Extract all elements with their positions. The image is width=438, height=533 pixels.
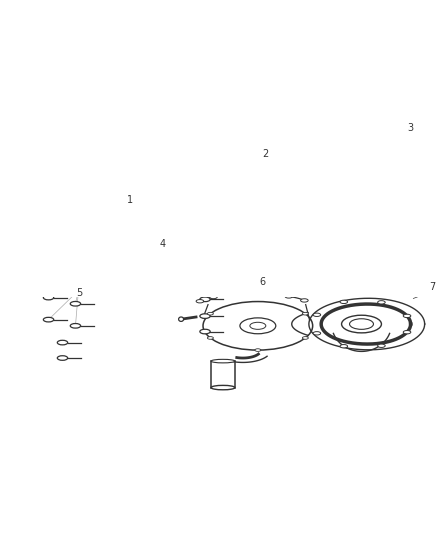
Circle shape <box>403 314 411 318</box>
Circle shape <box>200 282 210 287</box>
Circle shape <box>272 167 280 171</box>
Circle shape <box>302 337 308 340</box>
Circle shape <box>183 264 193 269</box>
Circle shape <box>43 262 54 266</box>
Circle shape <box>302 312 308 315</box>
Circle shape <box>340 300 348 304</box>
Circle shape <box>378 301 385 304</box>
Text: 5: 5 <box>77 288 83 298</box>
Circle shape <box>260 185 267 189</box>
Circle shape <box>253 151 263 156</box>
Circle shape <box>70 324 81 328</box>
Circle shape <box>293 164 300 167</box>
Circle shape <box>314 195 321 198</box>
Circle shape <box>65 158 76 163</box>
Circle shape <box>183 153 193 157</box>
Circle shape <box>180 273 190 278</box>
Circle shape <box>57 279 68 283</box>
Text: 2: 2 <box>263 149 269 159</box>
Circle shape <box>207 312 213 315</box>
Circle shape <box>125 153 135 157</box>
Circle shape <box>157 257 167 262</box>
Ellipse shape <box>211 359 235 363</box>
Circle shape <box>255 349 261 351</box>
Circle shape <box>403 330 411 334</box>
Circle shape <box>43 317 54 322</box>
Circle shape <box>97 262 108 266</box>
Circle shape <box>233 293 240 296</box>
Circle shape <box>207 161 217 166</box>
Circle shape <box>272 193 279 197</box>
Circle shape <box>285 295 293 298</box>
Circle shape <box>210 295 217 298</box>
Text: 7: 7 <box>429 282 435 292</box>
Circle shape <box>334 179 341 182</box>
Circle shape <box>85 158 95 163</box>
Circle shape <box>207 337 213 340</box>
Circle shape <box>196 300 204 303</box>
Circle shape <box>313 313 321 317</box>
Circle shape <box>300 299 308 302</box>
Circle shape <box>325 169 332 173</box>
Text: 1: 1 <box>127 195 133 205</box>
Circle shape <box>43 295 54 300</box>
Circle shape <box>260 175 267 179</box>
Circle shape <box>200 329 210 334</box>
Circle shape <box>50 148 61 153</box>
Circle shape <box>203 148 213 153</box>
Circle shape <box>57 356 68 360</box>
Circle shape <box>200 297 210 302</box>
Circle shape <box>75 146 85 150</box>
Circle shape <box>70 302 81 306</box>
Circle shape <box>70 255 81 260</box>
Circle shape <box>47 171 58 175</box>
Circle shape <box>378 344 385 348</box>
Circle shape <box>230 158 240 163</box>
Circle shape <box>200 314 210 318</box>
Circle shape <box>57 340 68 345</box>
Text: 4: 4 <box>159 239 165 248</box>
Circle shape <box>329 188 337 191</box>
Ellipse shape <box>179 317 184 321</box>
Circle shape <box>292 197 300 200</box>
Circle shape <box>313 332 321 335</box>
Circle shape <box>160 160 170 165</box>
Circle shape <box>340 344 348 348</box>
Text: 3: 3 <box>407 123 413 133</box>
Text: 6: 6 <box>260 277 266 287</box>
Circle shape <box>105 147 116 151</box>
Circle shape <box>150 147 160 151</box>
Circle shape <box>261 293 268 296</box>
